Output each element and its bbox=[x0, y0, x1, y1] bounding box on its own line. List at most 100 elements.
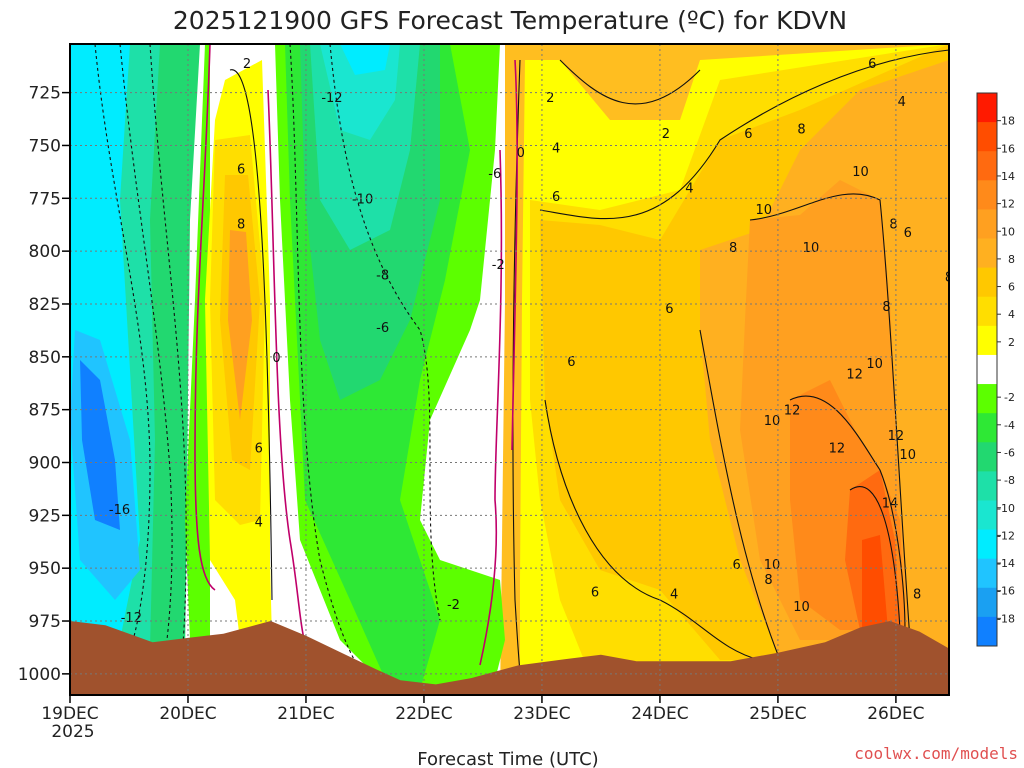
contour-label: 10 bbox=[793, 600, 810, 615]
y-tick-label: 775 bbox=[29, 189, 61, 209]
y-tick-label: 975 bbox=[29, 612, 61, 632]
band-minus14-day2 bbox=[340, 44, 390, 75]
contour-warm-14 bbox=[849, 486, 901, 631]
contour-lines bbox=[94, 44, 949, 691]
contour-label: 2 bbox=[662, 127, 670, 142]
contour-label: 4 bbox=[552, 142, 560, 157]
contour-cold-3 bbox=[149, 44, 187, 659]
contour-label: 10 bbox=[764, 558, 781, 573]
contour-label: 12 bbox=[888, 429, 905, 444]
colorbar-band bbox=[977, 296, 997, 327]
colorbar-label: -4 bbox=[1004, 419, 1015, 432]
contour-day2-2 bbox=[329, 44, 441, 621]
colorbar-label: -18 bbox=[997, 612, 1015, 625]
colorbar-label: -14 bbox=[997, 557, 1015, 570]
x-axis-year-label: 2025 bbox=[51, 722, 94, 742]
contour-cold-1 bbox=[94, 44, 151, 651]
temperature-color-bands bbox=[70, 44, 949, 695]
freezing-line-4 bbox=[511, 59, 518, 451]
colorbar-band bbox=[977, 238, 997, 269]
colorbar-band bbox=[977, 587, 997, 618]
contour-label: -16 bbox=[109, 503, 130, 518]
contour-label: 2 bbox=[243, 57, 251, 72]
contour-label: 14 bbox=[882, 497, 899, 512]
colorbar-label: 6 bbox=[1008, 281, 1015, 294]
x-tick-label: 26DEC bbox=[867, 704, 924, 724]
contour-label: 6 bbox=[591, 585, 599, 600]
colorbar-band bbox=[977, 442, 997, 472]
y-tick-label: 750 bbox=[29, 136, 61, 156]
y-tick-label: 950 bbox=[29, 559, 61, 579]
contour-cold-2 bbox=[119, 44, 173, 656]
grid-lines bbox=[70, 44, 949, 695]
band-16-to-18-warm bbox=[862, 535, 888, 630]
contour-label: -12 bbox=[121, 611, 142, 626]
colorbar-band bbox=[977, 180, 997, 210]
colorbar-band bbox=[977, 151, 997, 181]
contour-label: 6 bbox=[868, 57, 876, 72]
contour-warm-12 bbox=[789, 395, 906, 631]
contour-label: 0 bbox=[517, 146, 525, 161]
x-tick-label: 23DEC bbox=[513, 704, 570, 724]
y-tick-label: 825 bbox=[29, 295, 61, 315]
colorbar-band bbox=[977, 500, 997, 531]
colorbar-label: -8 bbox=[1004, 474, 1015, 487]
contour-warm-2 bbox=[559, 59, 701, 105]
colorbar-label: -12 bbox=[997, 529, 1015, 542]
contour-label: 0 bbox=[272, 351, 280, 366]
contour-label: 8 bbox=[764, 573, 772, 588]
contour-label: 8 bbox=[882, 300, 890, 315]
contour-label: 2 bbox=[546, 91, 554, 106]
contour-warm-8 bbox=[699, 329, 781, 661]
colorbar-label: 8 bbox=[1008, 253, 1015, 266]
colorbar-band bbox=[977, 209, 997, 240]
contour-label: 8 bbox=[729, 241, 737, 256]
contour-label: 10 bbox=[803, 241, 820, 256]
x-tick-label: 24DEC bbox=[631, 704, 688, 724]
colorbar-band bbox=[977, 384, 997, 414]
y-tick-label: 875 bbox=[29, 401, 61, 421]
freezing-line-2 bbox=[267, 89, 311, 656]
contour-label: 6 bbox=[744, 127, 752, 142]
contour-label: -6 bbox=[488, 167, 501, 182]
contour-label: 4 bbox=[670, 588, 678, 603]
contour-label: 8 bbox=[913, 588, 921, 603]
colorbar-band bbox=[977, 325, 997, 356]
contour-label: 6 bbox=[255, 442, 263, 457]
colorbar: 18 16 14 12 10 8 6 4 2 -2 -4 -6 -8 -10 -12 -14 -16 -18 bbox=[976, 92, 1015, 647]
contour-label: 4 bbox=[255, 516, 263, 531]
colorbar-label: 14 bbox=[1001, 170, 1015, 183]
colorbar-band bbox=[977, 616, 997, 647]
contour-label: 6 bbox=[552, 190, 560, 205]
contour-label: 10 bbox=[852, 165, 869, 180]
contour-label: -12 bbox=[321, 91, 342, 106]
contour-label: 12 bbox=[829, 442, 846, 457]
contour-label: 6 bbox=[567, 355, 575, 370]
colorbar-label: 2 bbox=[1008, 336, 1015, 349]
credit-text: coolwx.com/models bbox=[854, 744, 1018, 763]
x-tick-label: 25DEC bbox=[749, 704, 806, 724]
y-tick-label: 725 bbox=[29, 84, 61, 104]
band-minus18 bbox=[80, 360, 120, 530]
colorbar-label: -6 bbox=[1004, 446, 1015, 459]
colorbar-label: -16 bbox=[997, 585, 1015, 598]
y-axis: 725 750 775 800 825 850 875 900 925 950 975 1000 bbox=[18, 84, 70, 685]
contour-label: 8 bbox=[797, 123, 805, 138]
colorbar-frame bbox=[976, 92, 998, 647]
colorbar-band bbox=[977, 93, 997, 123]
colorbar-band bbox=[977, 558, 997, 589]
y-tick-label: 1000 bbox=[18, 665, 61, 685]
contour-label: 6 bbox=[237, 163, 245, 178]
y-tick-label: 800 bbox=[29, 242, 61, 262]
contour-label: 12 bbox=[846, 368, 863, 383]
contour-label: -10 bbox=[352, 192, 373, 207]
colorbar-label: 12 bbox=[1001, 198, 1015, 211]
contour-label: -2 bbox=[447, 598, 460, 613]
contour-label: 8 bbox=[237, 218, 245, 233]
colorbar-label: 4 bbox=[1008, 308, 1015, 321]
colorbar-band bbox=[977, 354, 997, 385]
colorbar-band bbox=[977, 413, 997, 443]
plot-frame bbox=[69, 43, 950, 696]
contour-label: -8 bbox=[376, 268, 389, 283]
